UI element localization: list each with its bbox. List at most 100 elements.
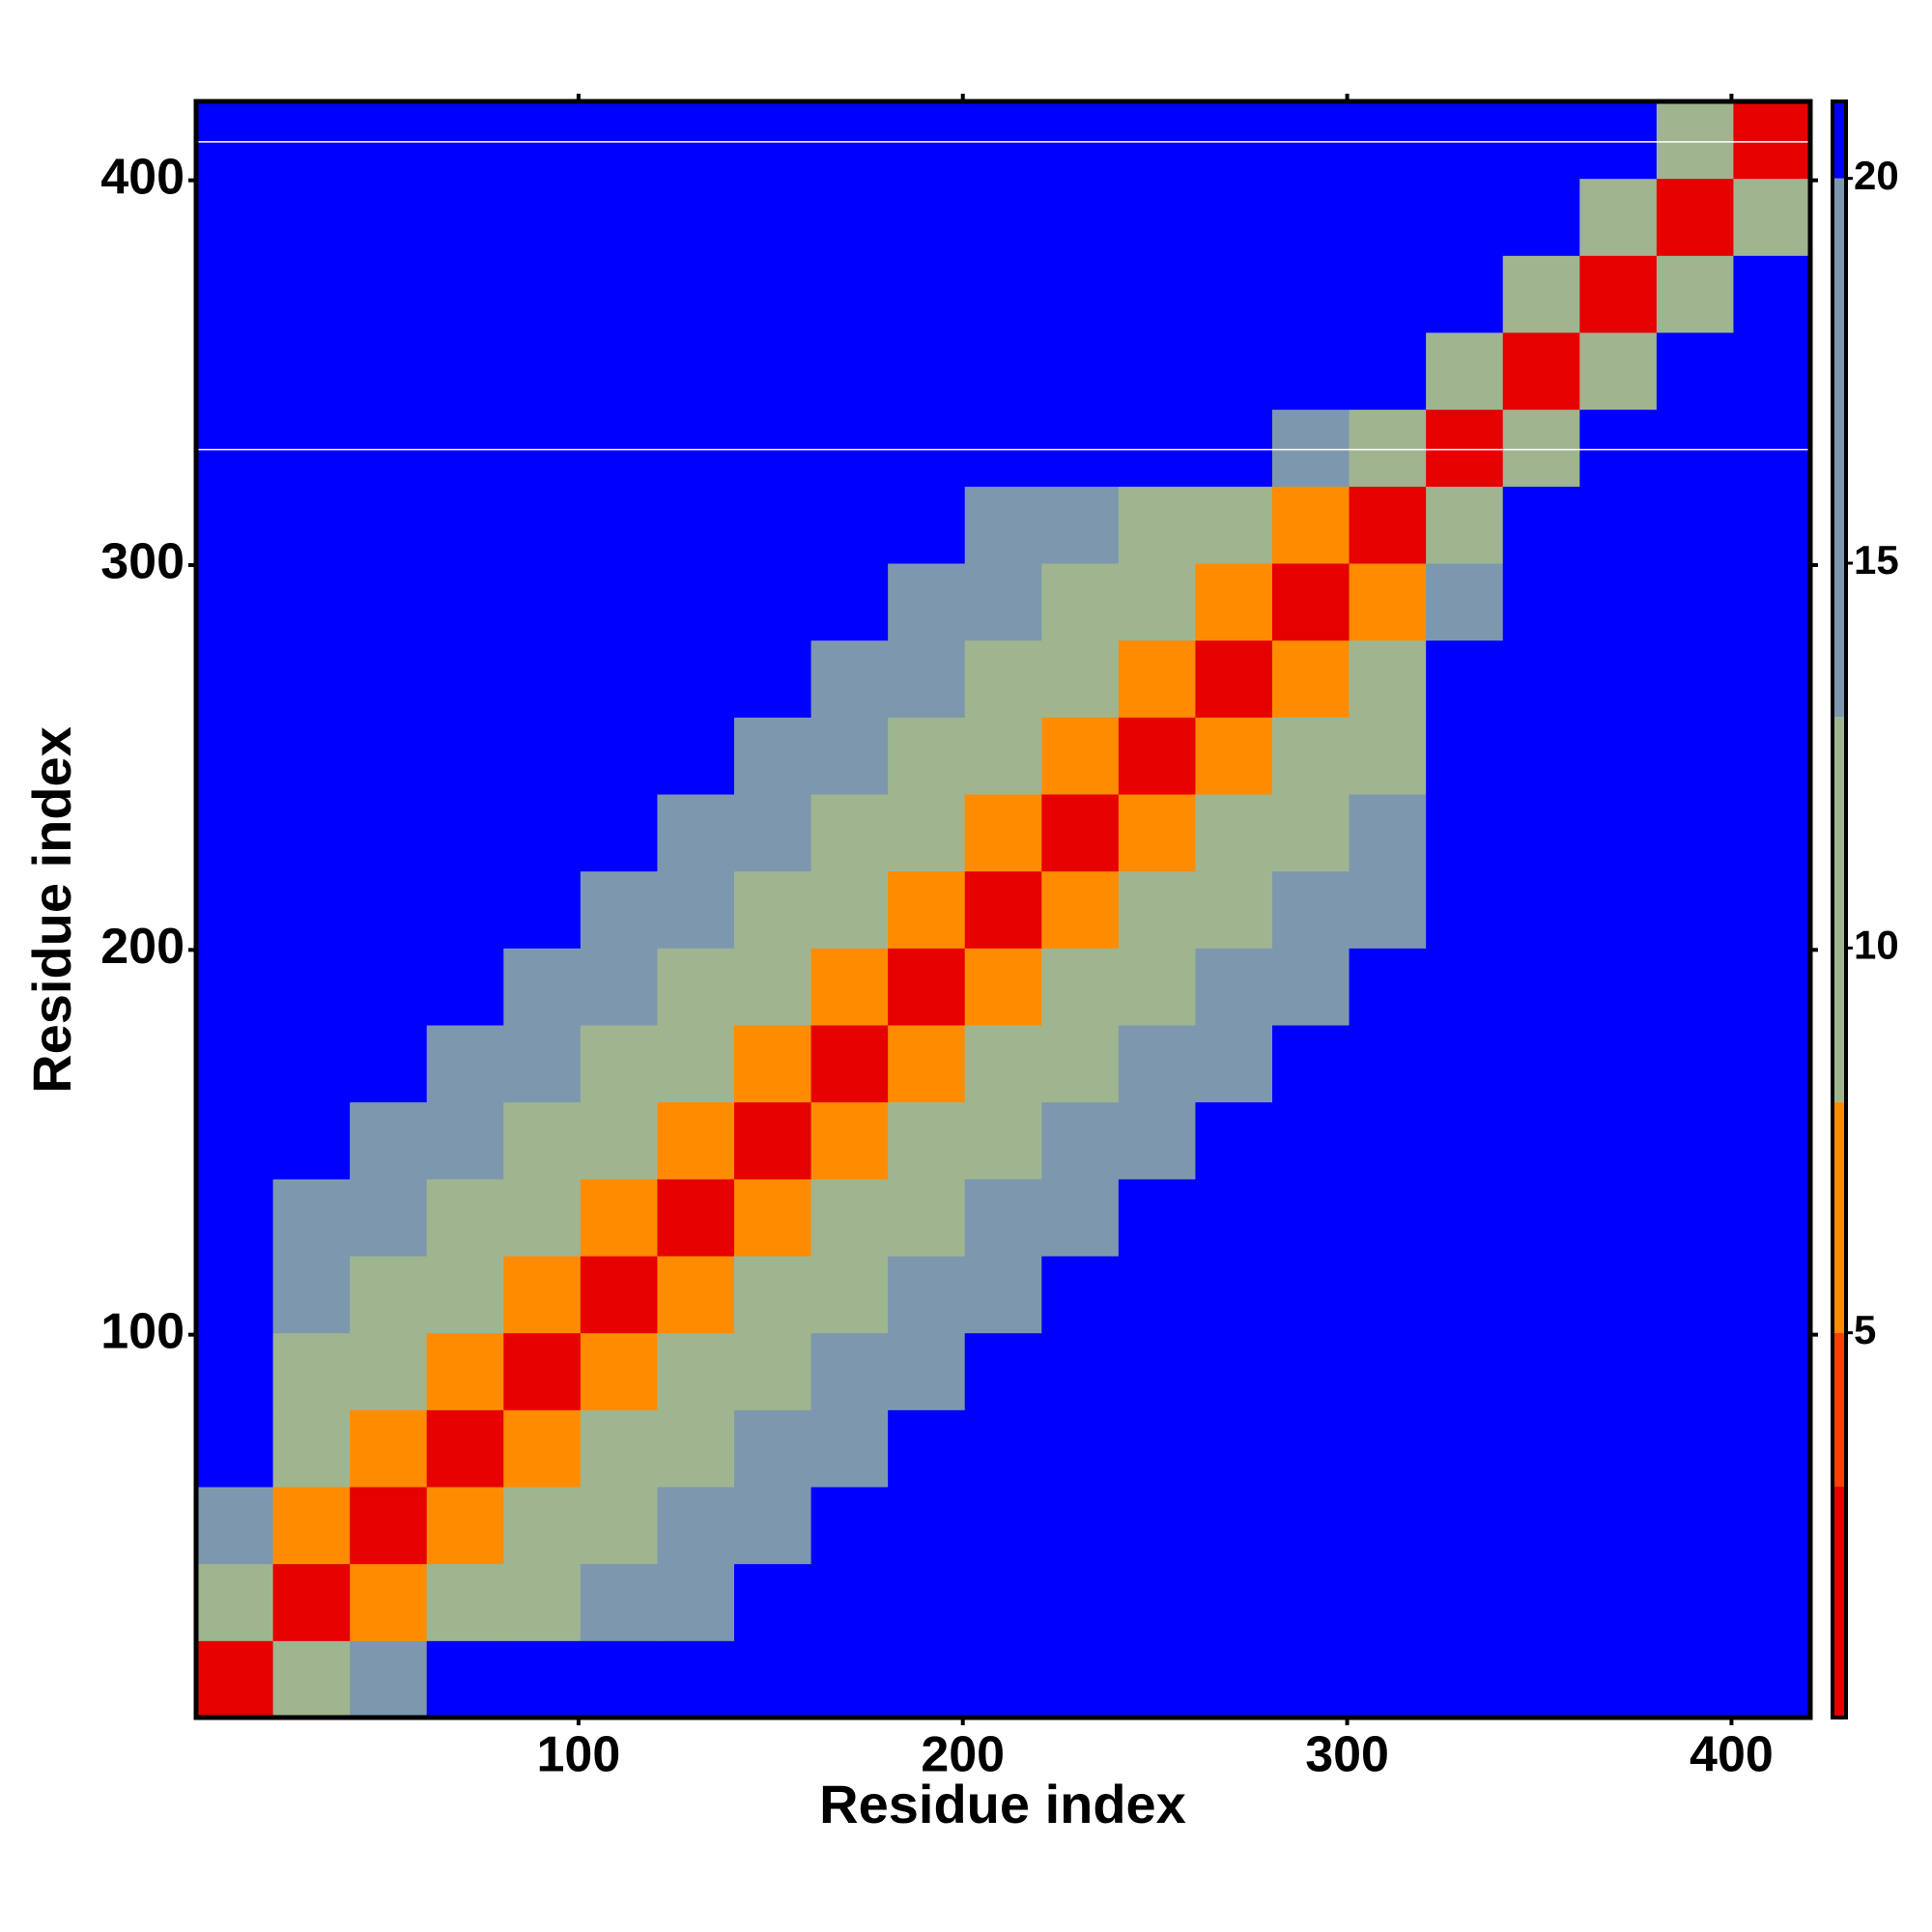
heat-cell	[272, 563, 351, 641]
heat-cell	[272, 639, 351, 718]
heat-cell	[426, 409, 504, 487]
heat-cell	[810, 1409, 889, 1488]
heat-cell	[810, 794, 889, 872]
heat-cell	[196, 1101, 274, 1179]
heat-cell	[196, 794, 274, 872]
heat-cell	[1426, 409, 1504, 487]
heat-cell	[1118, 870, 1196, 949]
y-tick-label: 100	[100, 1303, 185, 1359]
heat-cell	[1502, 563, 1580, 641]
heat-cell	[196, 563, 274, 641]
heat-cell	[888, 1563, 966, 1641]
heat-cell	[1579, 409, 1658, 487]
heat-cell	[734, 639, 812, 718]
heat-cell	[272, 1332, 351, 1410]
heat-cell	[350, 563, 428, 641]
heat-cell	[734, 563, 812, 641]
colorbar-segment	[1833, 1487, 1846, 1718]
heat-cell	[1426, 1487, 1504, 1565]
heat-cell	[1502, 255, 1580, 333]
heat-cell	[1272, 1025, 1350, 1103]
heat-cell	[964, 717, 1042, 795]
heat-cell	[503, 332, 582, 411]
heat-cell	[1272, 1101, 1350, 1179]
heat-cell	[350, 409, 428, 487]
heat-cell	[196, 486, 274, 564]
heat-cell	[1656, 1101, 1734, 1179]
heat-cell	[196, 178, 274, 256]
heat-cell	[1656, 255, 1734, 333]
heat-cell	[503, 870, 582, 949]
heat-cell	[503, 948, 582, 1026]
heat-cell	[426, 255, 504, 333]
heat-cell	[734, 870, 812, 949]
heat-cell	[1502, 1179, 1580, 1257]
heat-cell	[964, 1487, 1042, 1565]
heat-cell	[1041, 1179, 1120, 1257]
heat-cell	[1041, 409, 1120, 487]
heat-cell	[1502, 1563, 1580, 1641]
heat-cell	[1579, 486, 1658, 564]
heat-cell	[888, 1101, 966, 1179]
heat-cell	[272, 178, 351, 256]
heat-cell	[580, 1409, 658, 1488]
heat-cell	[1656, 486, 1734, 564]
heat-cell	[580, 948, 658, 1026]
heat-cell	[1426, 1101, 1504, 1179]
heat-cell	[1041, 1025, 1120, 1103]
heat-cell	[1118, 948, 1196, 1026]
heat-cell	[1426, 717, 1504, 795]
heat-cell	[657, 332, 735, 411]
heat-cell	[888, 332, 966, 411]
heat-cell	[1272, 563, 1350, 641]
heat-cell	[657, 255, 735, 333]
heat-cell	[580, 1640, 658, 1719]
heat-cell	[1349, 1563, 1427, 1641]
colorbar-tick-label: 10	[1854, 922, 1899, 967]
heat-cell	[426, 486, 504, 564]
heat-cell	[1272, 1332, 1350, 1410]
heat-cell	[964, 948, 1042, 1026]
heat-cell	[1656, 1409, 1734, 1488]
heat-cell	[1272, 717, 1350, 795]
heat-cell	[1118, 1409, 1196, 1488]
heat-cell	[1349, 486, 1427, 564]
heat-cell	[734, 1409, 812, 1488]
heat-cell	[272, 101, 351, 180]
heat-cell	[1579, 948, 1658, 1026]
heat-cell	[964, 563, 1042, 641]
heat-cell	[888, 1640, 966, 1719]
heat-cell	[580, 1025, 658, 1103]
heat-cell	[1579, 1563, 1658, 1641]
heat-cell	[1656, 101, 1734, 180]
heat-cell	[1656, 1179, 1734, 1257]
heat-cell	[964, 178, 1042, 256]
heat-cell	[1118, 101, 1196, 180]
heat-cell	[1733, 486, 1811, 564]
heat-cell	[350, 101, 428, 180]
heat-cell	[272, 486, 351, 564]
heat-cell	[888, 717, 966, 795]
heat-cell	[810, 563, 889, 641]
heat-cell	[1502, 948, 1580, 1026]
heat-cell	[734, 178, 812, 256]
heat-cell	[1118, 794, 1196, 872]
heat-cell	[350, 794, 428, 872]
heat-cell	[1195, 794, 1273, 872]
heat-cell	[657, 1256, 735, 1334]
heat-cell	[1272, 1487, 1350, 1565]
heat-cell	[1656, 948, 1734, 1026]
heat-cell	[1656, 1332, 1734, 1410]
heat-cell	[1041, 948, 1120, 1026]
heat-cell	[1733, 717, 1811, 795]
heat-cell	[888, 1332, 966, 1410]
heat-cell	[964, 1409, 1042, 1488]
heat-cell	[1426, 948, 1504, 1026]
heat-cell	[426, 1332, 504, 1410]
heat-cell	[580, 332, 658, 411]
heat-cell	[1195, 1332, 1273, 1410]
heat-cell	[1349, 563, 1427, 641]
heat-cell	[1041, 1640, 1120, 1719]
heat-cell	[1272, 178, 1350, 256]
heat-cell	[1733, 1409, 1811, 1488]
